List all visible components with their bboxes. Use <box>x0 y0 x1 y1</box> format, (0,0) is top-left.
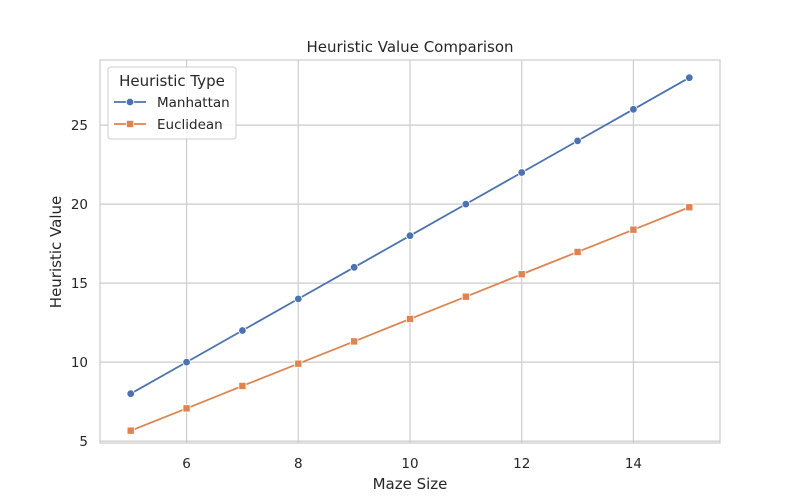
y-tick-label: 25 <box>71 118 88 134</box>
x-tick-label: 8 <box>294 456 303 472</box>
legend-label-euclidean: Euclidean <box>157 117 223 133</box>
legend-label-manhattan: Manhattan <box>157 95 230 111</box>
data-point-euclidean <box>350 337 359 346</box>
x-tick-label: 6 <box>182 456 191 472</box>
data-point-euclidean <box>685 203 694 212</box>
legend-item-manhattan: Manhattan <box>114 95 230 111</box>
x-axis-label: Maze Size <box>373 475 448 493</box>
data-point-euclidean <box>126 426 135 435</box>
data-point-manhattan <box>629 105 638 114</box>
data-point-manhattan <box>349 263 359 272</box>
y-tick-label: 10 <box>71 355 88 371</box>
data-point-manhattan <box>182 357 191 367</box>
data-point-manhattan <box>405 231 415 240</box>
data-point-euclidean <box>238 381 247 390</box>
data-point-manhattan <box>238 326 247 335</box>
legend-marker-circle <box>125 97 135 107</box>
grid <box>100 60 720 443</box>
legend-marker-square <box>126 120 135 129</box>
data-point-euclidean <box>182 404 191 413</box>
data-point-euclidean <box>517 270 526 279</box>
data-point-manhattan <box>461 199 471 209</box>
x-tick-label: 14 <box>625 456 642 472</box>
data-point-manhattan <box>126 389 135 398</box>
legend-box <box>107 66 237 140</box>
y-tick-label: 20 <box>71 197 88 213</box>
x-tick-label: 12 <box>513 456 530 472</box>
series-group <box>126 73 694 435</box>
legend: Heuristic Type Manhattan Euclidean <box>107 66 237 140</box>
data-point-euclidean <box>629 225 638 234</box>
y-axis-label: Heuristic Value <box>47 196 65 308</box>
x-tick-label: 10 <box>401 456 418 472</box>
legend-title: Heuristic Type <box>119 72 225 90</box>
data-point-manhattan <box>294 294 303 304</box>
legend-item-euclidean: Euclidean <box>114 117 223 133</box>
axis-ticks: 6 8 10 12 14 5 10 15 20 25 <box>71 118 642 472</box>
data-point-manhattan <box>517 168 526 177</box>
legend-entries: Manhattan Euclidean <box>114 95 230 133</box>
data-point-euclidean <box>573 247 582 256</box>
data-point-euclidean <box>461 292 470 301</box>
y-tick-label: 5 <box>79 434 88 450</box>
data-point-manhattan <box>685 73 694 82</box>
data-point-euclidean <box>294 359 303 368</box>
data-point-euclidean <box>405 314 414 323</box>
series-euclidean <box>126 203 694 435</box>
plot-area-frame <box>99 59 721 444</box>
series-manhattan <box>126 73 694 398</box>
y-tick-label: 15 <box>71 276 88 292</box>
data-point-manhattan <box>573 136 582 146</box>
chart-title: Heuristic Value Comparison <box>307 38 514 56</box>
